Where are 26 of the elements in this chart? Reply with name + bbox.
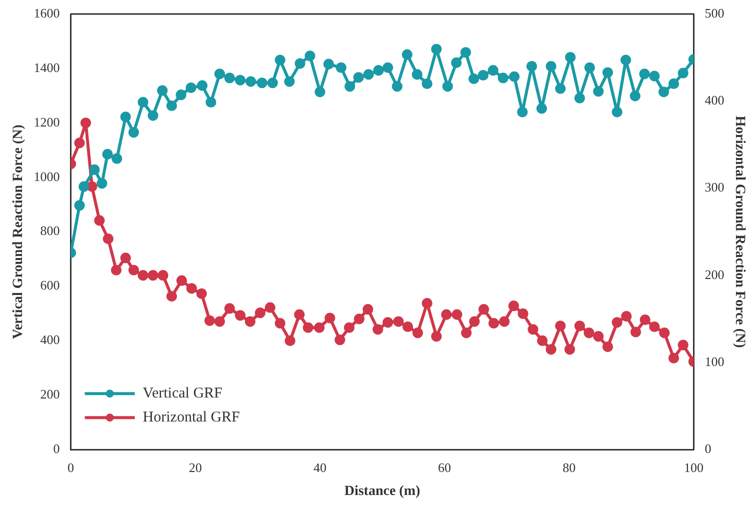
y2-tick-label: 400: [704, 92, 724, 108]
y-tick-label: 200: [40, 386, 60, 402]
x-tick-label: 40: [313, 460, 326, 475]
legend-label: Horizontal GRF: [142, 410, 240, 426]
x-tick-label: 20: [188, 460, 202, 475]
y-tick-label: 1600: [34, 5, 60, 20]
y-tick-label: 1400: [34, 60, 60, 75]
y2-tick-label: 0: [704, 441, 712, 456]
x-tick-label: 60: [438, 460, 452, 475]
y-axis-title: Vertical Ground Reaction Force (N): [11, 124, 26, 339]
y2-tick-label: 300: [704, 180, 724, 195]
y-tick-label: 1000: [34, 168, 60, 184]
y-tick-label: 600: [40, 278, 60, 293]
x-tick-label: 100: [684, 460, 704, 475]
y2-axis-title: Horizontal Ground Reaction Force (N): [732, 116, 747, 348]
y2-tick-label: 100: [704, 354, 724, 369]
y-tick-label: 400: [40, 332, 60, 348]
y-tick-label: 1200: [34, 114, 60, 130]
x-axis-title: Distance (m): [344, 484, 420, 500]
legend-label: Vertical GRF: [142, 386, 222, 402]
y-tick-label: 800: [40, 223, 60, 238]
x-tick-label: 80: [562, 460, 576, 475]
y2-tick-label: 200: [704, 266, 724, 282]
y-tick-label: 0: [53, 441, 60, 456]
y2-tick-label: 500: [704, 5, 724, 20]
x-tick-label: 0: [68, 460, 74, 475]
